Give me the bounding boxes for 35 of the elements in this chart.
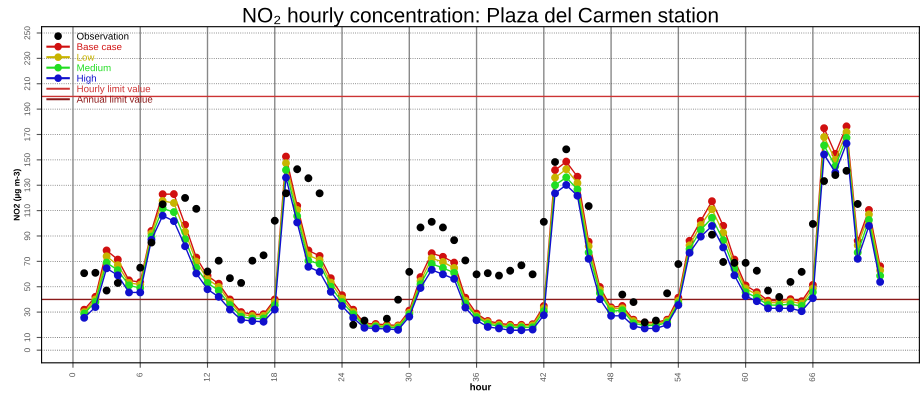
legend-label: Annual limit value [76, 96, 152, 103]
x-tick-label: 66 [809, 372, 816, 382]
y-axis-title: NO2 (µg m-3) [14, 169, 22, 220]
x-tick-label: 48 [607, 372, 614, 382]
x-tick-label: 30 [406, 372, 412, 382]
x-axis-title: hour [470, 383, 492, 390]
y-tick-label: 250 [24, 26, 30, 40]
legend-label: Medium [77, 64, 111, 72]
y-tick-label: 10 [24, 333, 30, 342]
x-tick-label: 42 [540, 372, 546, 382]
y-tick-label: 90 [24, 232, 30, 240]
y-tick-label: 230 [24, 52, 30, 65]
y-tick-label: 210 [24, 77, 30, 90]
x-tick-label: 12 [204, 372, 210, 382]
y-tick-label: 110 [24, 204, 30, 217]
x-tick-label: 6 [136, 372, 142, 377]
y-tick-label: 0 [24, 348, 30, 352]
y-tick-label: 190 [24, 102, 30, 116]
y-tick-label: 150 [24, 153, 30, 166]
x-tick-label: 0 [69, 372, 76, 377]
x-tick-label: 18 [271, 372, 277, 382]
y-tick-label: 170 [24, 128, 30, 141]
legend-label: High [77, 74, 96, 84]
chart-title: NO₂ hourly concentration: Plaza del Carmen station [244, 7, 718, 27]
legend-label: Low [77, 54, 94, 61]
legend-label: Base case [77, 43, 122, 50]
y-tick-label: 70 [24, 257, 30, 266]
legend-label: Observation [77, 32, 128, 40]
x-tick-label: 24 [338, 372, 344, 382]
x-tick-label: 36 [472, 372, 479, 382]
y-tick-label: 130 [24, 178, 30, 192]
y-tick-label: 30 [24, 308, 30, 316]
y-tick-label: 50 [24, 282, 30, 292]
x-tick-label: 60 [742, 372, 748, 382]
x-tick-label: 54 [674, 372, 681, 382]
